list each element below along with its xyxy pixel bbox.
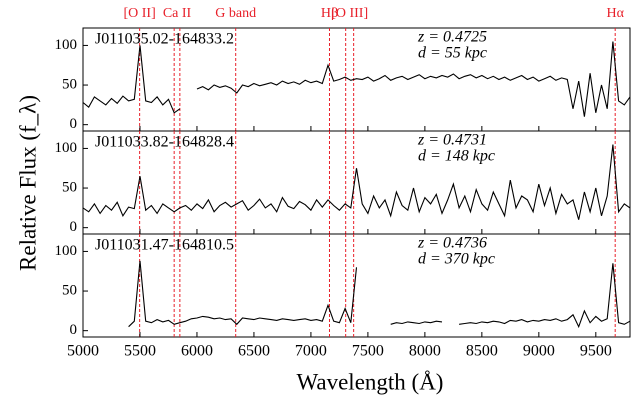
x-tick-label: 5500 [124, 343, 156, 360]
line-label: Hβ [321, 6, 338, 21]
distance: d = 148 kpc [418, 148, 495, 165]
x-tick-label: 7000 [295, 343, 327, 360]
object-name: J011035.02-164833.2 [95, 31, 234, 48]
x-tick-label: 8500 [466, 343, 498, 360]
x-axis-label: Wavelength (Å) [297, 369, 444, 394]
y-tick-label: 100 [55, 37, 78, 53]
line-label: Hα [606, 6, 624, 21]
y-axis-label: Relative Flux (f_λ) [15, 95, 40, 271]
y-tick-label: 0 [70, 116, 78, 132]
distance: d = 370 kpc [418, 251, 495, 268]
y-tick-label: 0 [70, 219, 78, 235]
line-label: G band [215, 6, 256, 21]
x-tick-label: 9500 [580, 343, 612, 360]
redshift: z = 0.4725 [417, 29, 487, 46]
y-tick-label: 50 [62, 282, 77, 298]
x-tick-label: 9000 [523, 343, 555, 360]
object-name: J011033.82-164828.4 [95, 134, 234, 151]
distance: d = 55 kpc [418, 45, 487, 62]
panel-frame [82, 233, 631, 338]
spectrum [128, 260, 631, 329]
spectrum [82, 144, 631, 220]
x-tick-label: 6500 [238, 343, 270, 360]
line-label: [O II] [124, 6, 156, 21]
redshift: z = 0.4731 [417, 132, 487, 149]
y-tick-label: 100 [55, 140, 78, 156]
y-tick-label: 50 [62, 179, 77, 195]
x-tick-label: 5000 [67, 343, 99, 360]
redshift: z = 0.4736 [417, 235, 487, 252]
x-tick-label: 7500 [352, 343, 384, 360]
line-label: [O III] [331, 6, 368, 21]
x-tick-label: 8000 [409, 343, 441, 360]
line-label: Ca II [163, 6, 192, 21]
spectrum [82, 41, 631, 117]
object-name: J011031.47-164810.5 [95, 237, 234, 254]
y-tick-label: 50 [62, 76, 77, 92]
y-tick-label: 0 [70, 322, 78, 338]
y-tick-label: 100 [55, 243, 78, 259]
x-tick-label: 6000 [181, 343, 213, 360]
